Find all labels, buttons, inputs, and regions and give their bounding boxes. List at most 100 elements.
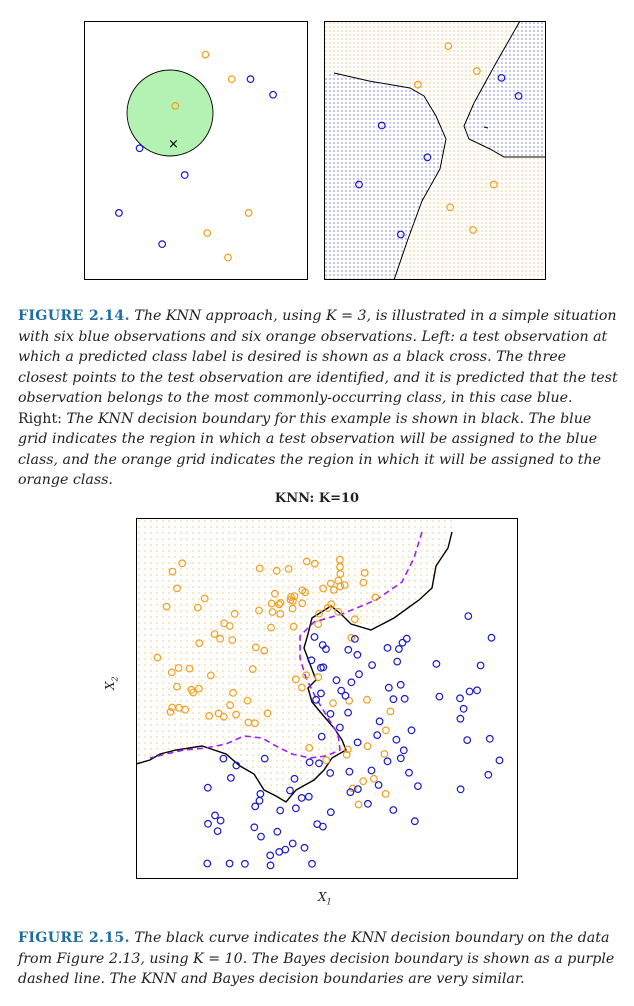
blue-point — [367, 766, 376, 775]
figure-2-15-label: FIGURE 2.15. — [18, 930, 130, 946]
blue-point — [344, 645, 353, 654]
orange-point — [255, 564, 264, 573]
caption-text: The KNN approach, using — [134, 308, 326, 324]
blue-point — [255, 796, 264, 805]
orange-point — [232, 710, 240, 719]
orange-point — [201, 50, 210, 59]
orange-point — [174, 664, 183, 672]
orange-point — [195, 639, 204, 647]
orange-point — [185, 664, 194, 673]
caption-text: , is illustrated in a simple situation w… — [18, 308, 618, 406]
fig214-right-panel — [324, 21, 546, 280]
blue-point — [286, 786, 294, 795]
orange-point — [195, 684, 203, 693]
orange-point — [314, 673, 323, 682]
orange-point — [250, 719, 259, 728]
knn-plot-title: KNN: K=10 — [274, 491, 360, 506]
k-expression: K = 10 — [193, 950, 243, 967]
blue-point — [392, 735, 401, 744]
blue-point — [484, 770, 493, 779]
blue-point — [473, 686, 482, 695]
orange-point — [342, 750, 351, 759]
blue-point — [383, 757, 392, 766]
orange-point — [335, 555, 344, 564]
orange-point — [206, 671, 215, 680]
orange-point — [205, 711, 214, 720]
orange-point — [350, 615, 359, 624]
blue-point — [232, 761, 241, 770]
blue-point — [373, 731, 382, 740]
orange-point — [210, 630, 219, 638]
orange-point — [251, 643, 260, 652]
blue-point — [326, 808, 335, 817]
orange-point — [230, 609, 239, 618]
blue-point — [297, 794, 306, 802]
blue-point — [326, 709, 335, 718]
blue-point — [395, 645, 403, 653]
blue-point — [355, 180, 363, 189]
orange-point — [203, 229, 212, 237]
orange-point — [302, 671, 311, 680]
blue-point — [219, 754, 228, 763]
blue-point — [203, 783, 212, 792]
blue-point — [393, 657, 402, 666]
blue-point — [266, 861, 275, 870]
orange-point — [348, 784, 357, 793]
orange-point — [347, 633, 356, 642]
orange-point — [381, 726, 390, 735]
knn-boundary-right — [463, 22, 545, 158]
x-axis-label: X1 — [318, 890, 332, 907]
blue-point — [414, 782, 422, 791]
orange-point — [189, 688, 197, 697]
orange-point — [173, 682, 181, 691]
orange-point — [369, 774, 378, 783]
orange-point — [248, 665, 257, 674]
blue-point — [319, 663, 328, 672]
knn-boundary — [137, 531, 453, 803]
orange-point — [302, 557, 311, 566]
orange-point — [267, 599, 276, 608]
orange-point — [354, 800, 363, 809]
blue-point — [346, 788, 355, 797]
blue-point — [288, 839, 297, 848]
orange-point — [315, 609, 324, 618]
blue-point — [250, 823, 259, 832]
orange-point — [276, 609, 285, 618]
blue-point — [307, 656, 316, 665]
blue-point — [203, 859, 212, 868]
blue-point — [317, 732, 326, 741]
blue-point — [312, 695, 321, 704]
orange-point — [226, 701, 234, 710]
orange-point — [472, 67, 481, 75]
orange-point — [227, 75, 236, 84]
blue-point — [396, 754, 405, 763]
orange-point — [178, 559, 187, 568]
blue-point — [318, 822, 327, 831]
orange-point — [284, 565, 293, 573]
knn-points — [153, 555, 504, 870]
orange-point — [326, 579, 335, 588]
blue-point — [400, 694, 409, 703]
blue-point — [211, 811, 219, 820]
orange-point — [336, 582, 345, 591]
orange-point — [329, 585, 338, 594]
blue-point — [225, 859, 234, 868]
blue-point — [180, 171, 189, 179]
blue-point — [456, 785, 465, 794]
blue-point — [456, 694, 464, 703]
blue-point — [240, 859, 249, 868]
orange-point — [305, 743, 314, 752]
y-axis-label: X2 — [103, 676, 120, 690]
orange-point — [171, 101, 180, 110]
orange-point — [225, 622, 234, 630]
blue-point — [402, 634, 411, 643]
blue-point — [257, 832, 265, 841]
blue-point — [273, 827, 282, 836]
blue-point — [326, 769, 335, 777]
right-word: Right: — [18, 410, 62, 427]
blue-point — [363, 799, 372, 808]
blue-point — [290, 774, 299, 783]
orange-point — [489, 180, 498, 189]
k-expression: K = 3 — [326, 308, 367, 324]
orange-point — [323, 604, 332, 612]
